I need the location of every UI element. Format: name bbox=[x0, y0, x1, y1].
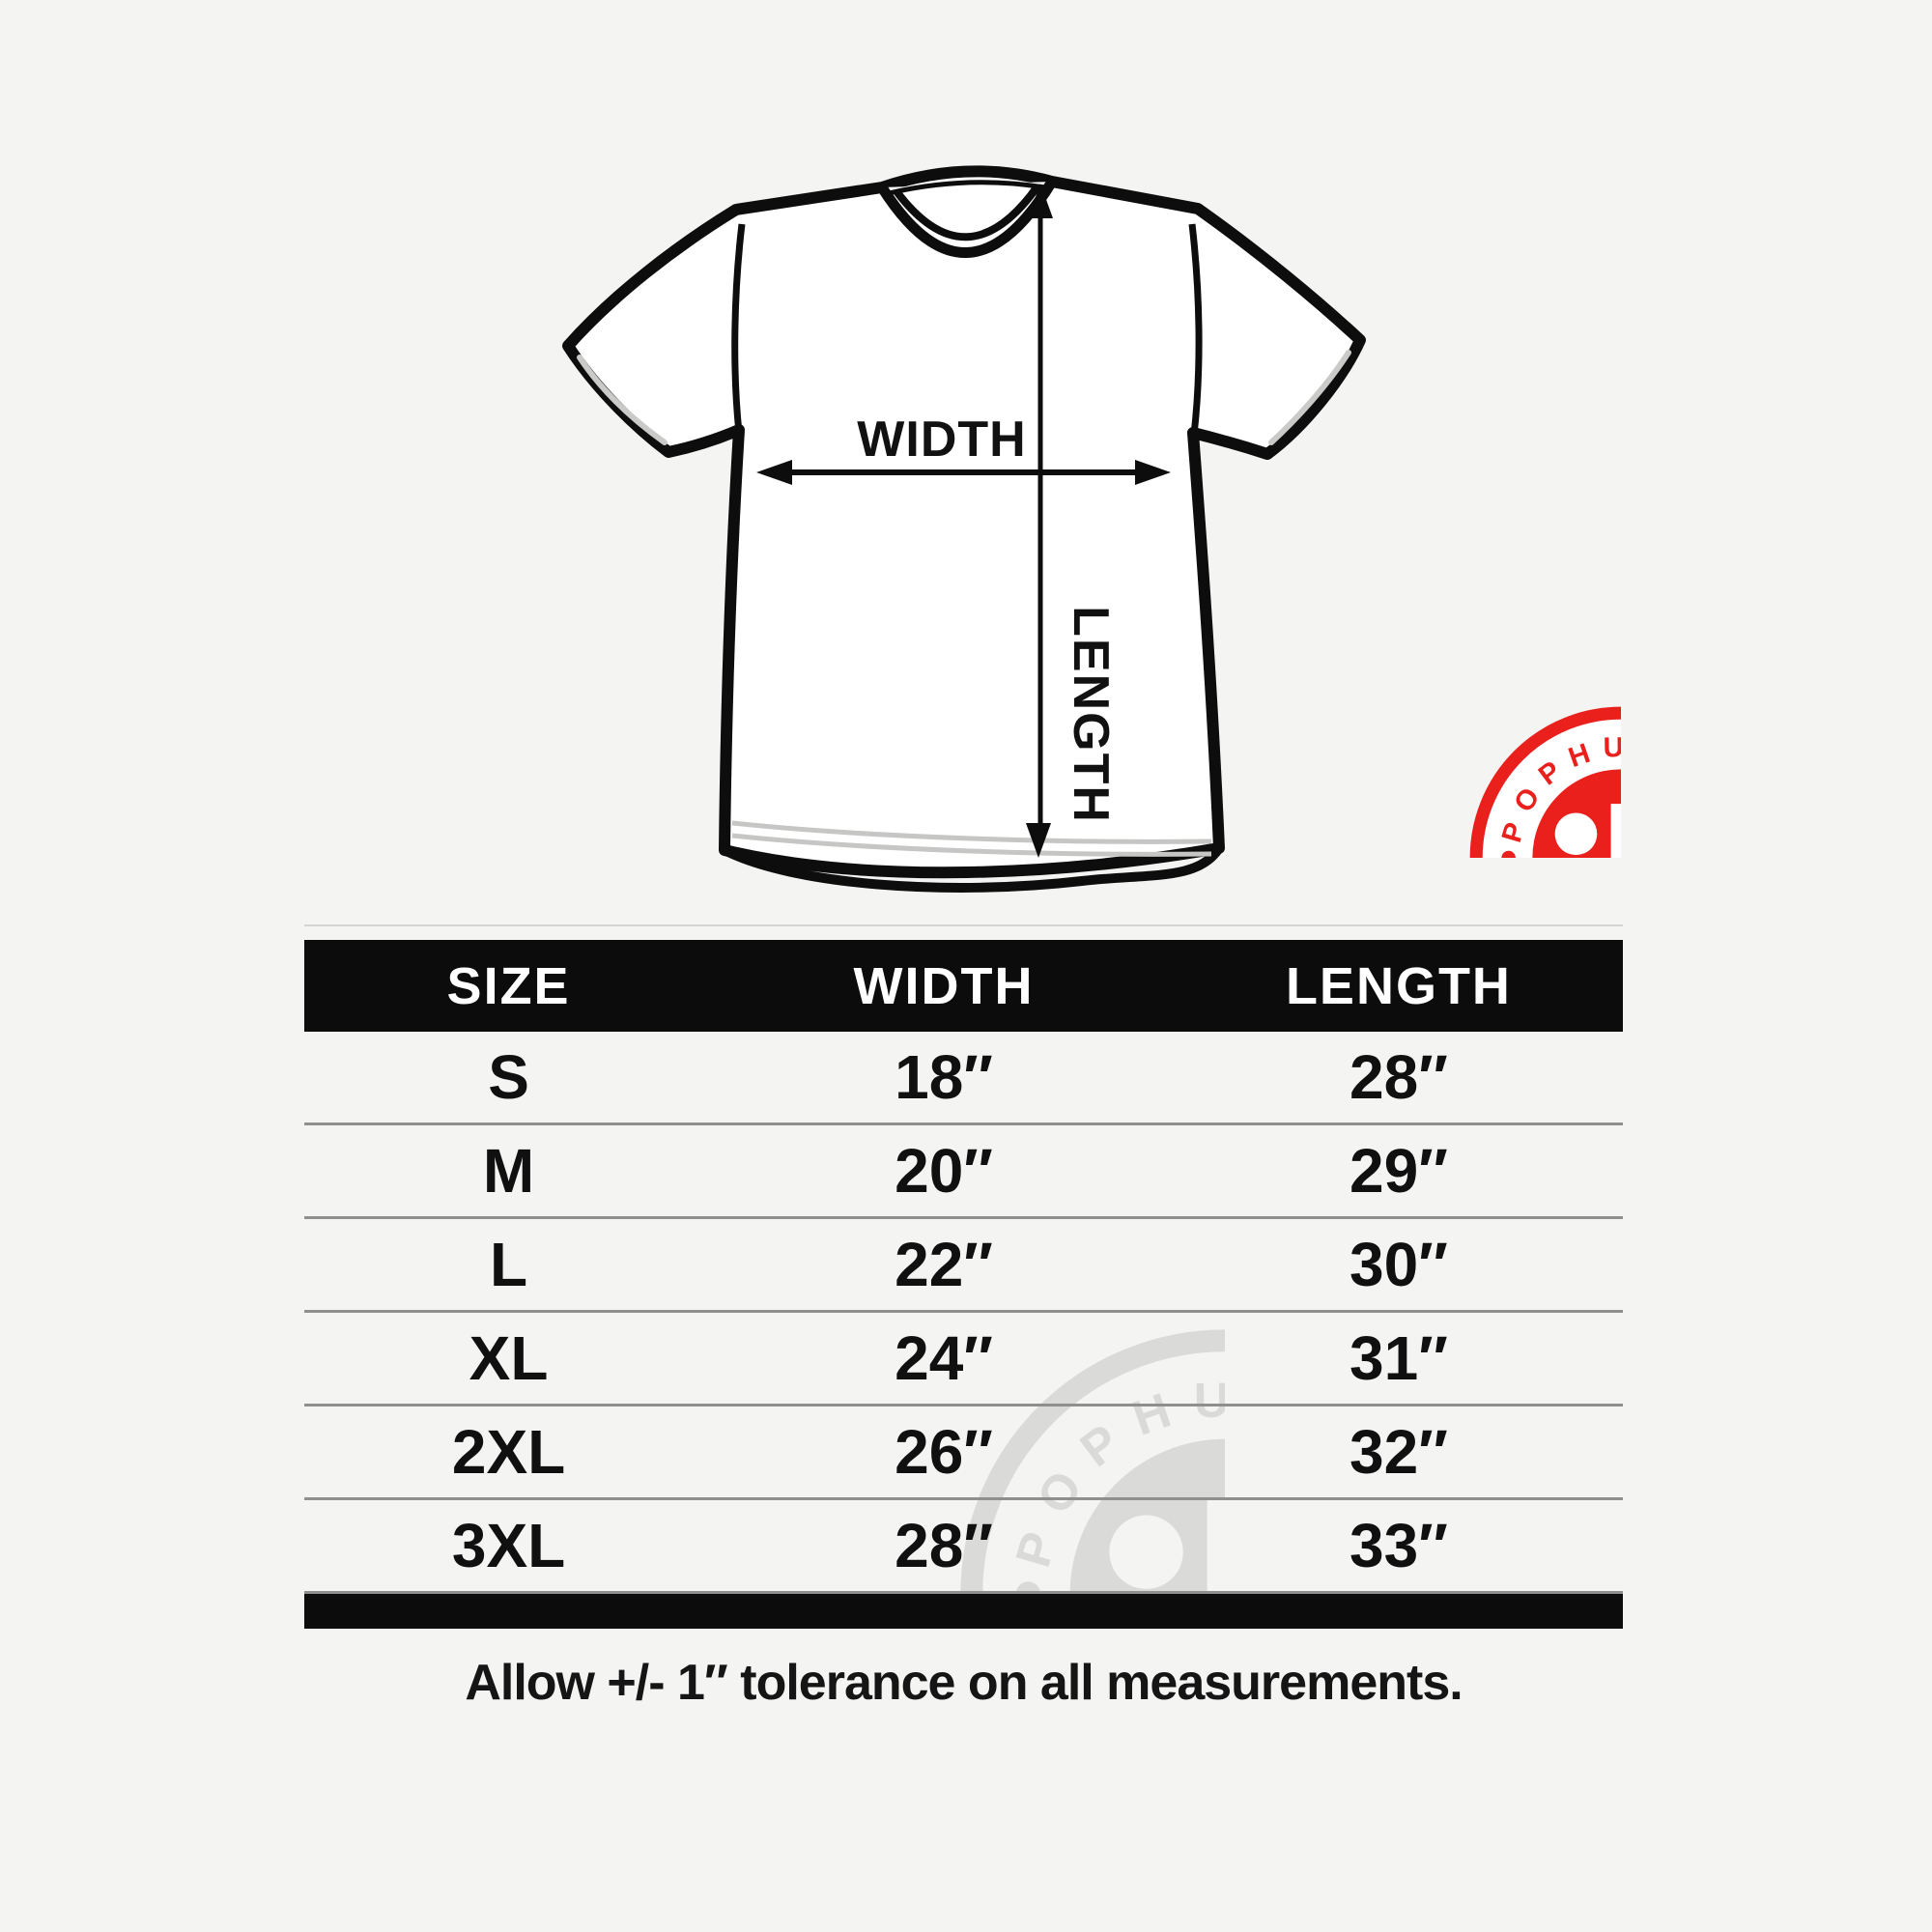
header-length: LENGTH bbox=[1285, 956, 1512, 1015]
width-arrow bbox=[756, 460, 1171, 485]
pophumans-licensed-badge bbox=[1312, 549, 1621, 858]
table-bottom-bar bbox=[304, 1594, 1623, 1629]
table-row: XL 24″ 31″ bbox=[304, 1313, 1623, 1406]
header-size: SIZE bbox=[446, 956, 571, 1015]
hem-stitch-line bbox=[731, 833, 1212, 857]
length-arrow bbox=[1026, 184, 1053, 858]
table-row: 2XL 26″ 32″ bbox=[304, 1406, 1623, 1500]
length-arrow-label: LENGTH bbox=[1063, 606, 1119, 824]
width-value: 28″ bbox=[895, 1511, 993, 1580]
length-value: 33″ bbox=[1350, 1511, 1448, 1580]
right-armhole-seam bbox=[1188, 223, 1203, 436]
header-width: WIDTH bbox=[853, 956, 1035, 1015]
size-value: 2XL bbox=[451, 1417, 566, 1487]
length-value: 28″ bbox=[1350, 1042, 1448, 1112]
width-value: 20″ bbox=[895, 1136, 993, 1206]
hem-fold-line bbox=[720, 843, 1224, 893]
table-row: M 20″ 29″ bbox=[304, 1125, 1623, 1219]
left-sleeve-crease bbox=[577, 355, 668, 445]
table-top-hairline bbox=[304, 924, 1623, 926]
collar-inner-arc bbox=[893, 184, 1041, 242]
collar-back-line bbox=[888, 180, 1046, 196]
length-value: 32″ bbox=[1350, 1417, 1448, 1487]
size-table-header: SIZE WIDTH LENGTH bbox=[304, 940, 1623, 1032]
length-value: 29″ bbox=[1350, 1136, 1448, 1206]
width-arrow-label: WIDTH bbox=[857, 412, 1026, 468]
size-value: 3XL bbox=[451, 1511, 566, 1580]
size-value: M bbox=[482, 1136, 535, 1206]
right-sleeve-crease bbox=[1268, 350, 1351, 445]
tshirt-diagram: WIDTH LENGTH bbox=[541, 145, 1391, 908]
size-value: XL bbox=[469, 1323, 549, 1393]
size-table: SIZE WIDTH LENGTH S 18″ 28″ M 20″ 29″ L … bbox=[304, 940, 1623, 1629]
left-armhole-seam bbox=[731, 223, 746, 434]
table-row: S 18″ 28″ bbox=[304, 1032, 1623, 1125]
length-value: 30″ bbox=[1350, 1230, 1448, 1299]
tshirt-svg: WIDTH LENGTH bbox=[562, 165, 1366, 893]
hem-stitch-line bbox=[731, 820, 1212, 844]
width-value: 26″ bbox=[895, 1417, 993, 1487]
width-value: 22″ bbox=[895, 1230, 993, 1299]
tolerance-note: Allow +/- 1″ tolerance on all measuremen… bbox=[465, 1655, 1463, 1711]
tshirt-outline bbox=[562, 165, 1366, 879]
length-value: 31″ bbox=[1350, 1323, 1448, 1393]
table-row: 3XL 28″ 33″ bbox=[304, 1500, 1623, 1594]
size-value: L bbox=[490, 1230, 528, 1299]
table-row: L 22″ 30″ bbox=[304, 1219, 1623, 1313]
size-value: S bbox=[488, 1042, 529, 1112]
width-value: 24″ bbox=[895, 1323, 993, 1393]
width-value: 18″ bbox=[895, 1042, 993, 1112]
